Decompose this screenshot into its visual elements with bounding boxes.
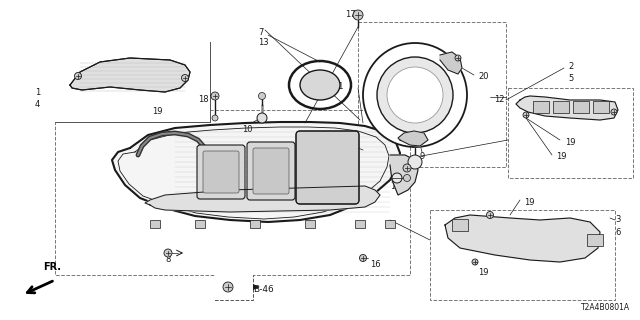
Circle shape: [455, 55, 461, 61]
Text: 3: 3: [615, 215, 620, 224]
Text: 6: 6: [615, 228, 620, 237]
Circle shape: [164, 249, 172, 257]
Circle shape: [360, 254, 367, 261]
Polygon shape: [390, 155, 418, 195]
Text: 19: 19: [556, 152, 566, 161]
Circle shape: [403, 164, 411, 172]
Circle shape: [74, 73, 81, 79]
Circle shape: [353, 10, 363, 20]
Text: T2A4B0801A: T2A4B0801A: [581, 303, 630, 312]
Text: 15: 15: [390, 182, 401, 191]
Circle shape: [523, 112, 529, 118]
Bar: [508, 88, 633, 178]
Bar: [55, 42, 210, 122]
Bar: [430, 210, 615, 300]
Polygon shape: [398, 131, 428, 146]
Bar: [355, 220, 365, 228]
Text: FR.: FR.: [43, 262, 61, 272]
Polygon shape: [112, 122, 400, 222]
Polygon shape: [516, 96, 618, 120]
Circle shape: [363, 43, 467, 147]
FancyBboxPatch shape: [253, 148, 289, 194]
Text: 19: 19: [478, 268, 488, 277]
Bar: [587, 234, 603, 246]
Text: 4: 4: [35, 100, 40, 109]
Circle shape: [259, 92, 266, 100]
Text: 19: 19: [152, 107, 163, 116]
Text: 11: 11: [333, 82, 344, 91]
Text: 8: 8: [165, 255, 170, 264]
Bar: [150, 220, 160, 228]
FancyBboxPatch shape: [296, 131, 359, 204]
Text: 12: 12: [494, 95, 504, 104]
Text: 13: 13: [258, 38, 269, 47]
Circle shape: [377, 57, 453, 133]
Bar: [385, 220, 395, 228]
Bar: [533, 101, 549, 113]
Circle shape: [211, 92, 219, 100]
Bar: [593, 101, 609, 113]
Circle shape: [212, 115, 218, 121]
Circle shape: [182, 75, 189, 82]
Bar: [215, 275, 253, 300]
Text: 10: 10: [242, 125, 253, 134]
Circle shape: [223, 282, 233, 292]
Bar: [215, 275, 253, 300]
Bar: [195, 220, 205, 228]
Polygon shape: [70, 58, 190, 92]
Polygon shape: [445, 215, 600, 262]
Bar: [573, 101, 589, 113]
Circle shape: [472, 259, 478, 265]
Text: 2: 2: [568, 62, 573, 71]
Text: 5: 5: [568, 74, 573, 83]
Circle shape: [392, 173, 402, 183]
Text: 19: 19: [565, 138, 575, 147]
Circle shape: [403, 174, 410, 181]
Circle shape: [408, 155, 422, 169]
Text: 1: 1: [35, 88, 40, 97]
Circle shape: [387, 67, 443, 123]
FancyBboxPatch shape: [197, 145, 245, 199]
Bar: [55, 42, 210, 122]
Ellipse shape: [300, 70, 340, 100]
Bar: [305, 220, 315, 228]
Text: 19: 19: [105, 62, 115, 71]
Text: 9: 9: [420, 152, 425, 161]
Bar: [55, 42, 210, 122]
Text: 20: 20: [478, 72, 488, 81]
Bar: [553, 101, 569, 113]
Text: 18: 18: [198, 95, 209, 104]
Bar: [358, 22, 506, 167]
Circle shape: [611, 109, 617, 115]
Text: 14: 14: [408, 168, 419, 177]
Circle shape: [486, 212, 493, 219]
Bar: [250, 220, 260, 228]
Polygon shape: [440, 52, 462, 74]
Text: 19: 19: [524, 198, 534, 207]
Polygon shape: [145, 186, 380, 212]
Bar: [452, 219, 468, 231]
Bar: [55, 110, 410, 275]
Text: B-46: B-46: [253, 285, 274, 294]
Circle shape: [257, 113, 267, 123]
Text: 17: 17: [345, 10, 356, 19]
Text: 7: 7: [258, 28, 264, 37]
Text: 16: 16: [370, 260, 381, 269]
FancyBboxPatch shape: [203, 151, 239, 193]
FancyBboxPatch shape: [247, 142, 295, 200]
